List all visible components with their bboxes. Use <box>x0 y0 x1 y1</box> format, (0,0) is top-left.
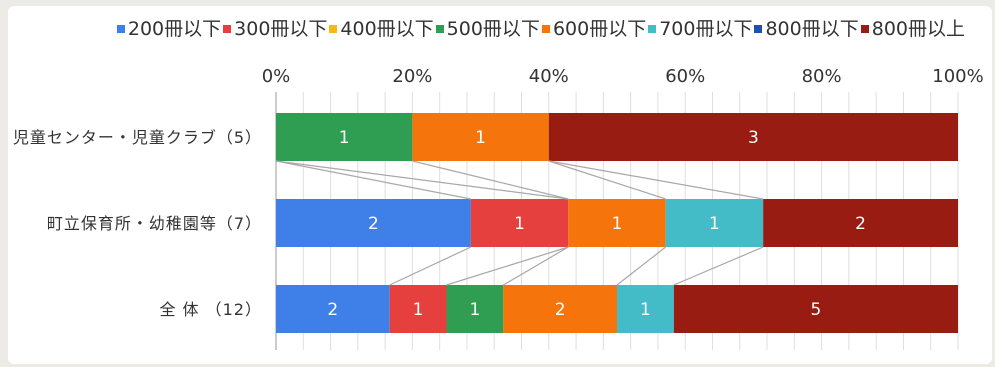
legend-label: 400冊以下 <box>340 18 434 40</box>
category-label: 町立保育所・幼稚園等（7） <box>47 214 262 233</box>
legend-item: 800冊以下 <box>754 14 859 41</box>
series-connector-line <box>275 160 569 200</box>
legend-item: 600冊以下 <box>541 14 647 41</box>
bar-segment <box>412 113 549 161</box>
category-label: 児童センター・児童クラブ（5） <box>13 128 262 147</box>
legend-swatch <box>116 24 125 33</box>
series-connector-line <box>275 160 471 200</box>
x-tick-label: 20% <box>392 66 432 87</box>
series-connector-line <box>389 246 472 286</box>
legend-item: 400冊以下 <box>329 14 434 41</box>
bar-segment <box>665 199 764 247</box>
legend-label: 700冊以下 <box>659 18 753 40</box>
series-connector-line <box>673 246 764 286</box>
x-tick-label: 80% <box>802 66 842 87</box>
bar-segment <box>763 199 958 247</box>
data-label: 3 <box>748 128 759 148</box>
data-label: 2 <box>555 300 566 320</box>
data-label: 1 <box>514 214 525 234</box>
legend-label: 500冊以下 <box>446 18 540 40</box>
series-connector-line <box>616 246 667 286</box>
legend-item: 500冊以下 <box>435 14 540 41</box>
legend-swatch <box>754 24 763 33</box>
data-label: 1 <box>413 300 424 320</box>
data-label: 2 <box>855 214 866 234</box>
bar-segment <box>548 113 958 161</box>
data-label: 1 <box>640 300 651 320</box>
data-label: 1 <box>339 128 350 148</box>
legend-swatch <box>541 24 550 33</box>
series-connector-line <box>548 160 764 200</box>
x-tick-label: 40% <box>529 66 569 87</box>
data-label: 1 <box>709 214 720 234</box>
series-connector-line <box>503 246 569 286</box>
data-label: 1 <box>470 300 481 320</box>
x-tick-label: 100% <box>932 66 983 87</box>
legend-swatch <box>435 24 444 33</box>
data-label: 1 <box>612 214 623 234</box>
bar-segment <box>276 199 471 247</box>
category-label: 全 体 （12） <box>159 300 262 319</box>
legend-item: 700冊以下 <box>648 14 752 41</box>
bar-segment <box>503 285 617 333</box>
x-tick-label: 0% <box>262 66 291 87</box>
series-connector-line <box>548 160 666 200</box>
bar-segment <box>276 285 390 333</box>
series-connector-line <box>446 246 569 286</box>
legend-label: 800冊以上 <box>871 18 965 40</box>
bar-segment <box>470 199 569 247</box>
legend-swatch <box>223 24 232 33</box>
legend-item: 300冊以下 <box>223 14 327 41</box>
legend-label: 800冊以下 <box>765 18 859 40</box>
series-connector-line <box>412 160 569 200</box>
data-label: 2 <box>368 214 379 234</box>
x-tick-label: 60% <box>665 66 705 87</box>
data-label: 2 <box>327 300 338 320</box>
data-label: 5 <box>811 300 822 320</box>
legend-swatch <box>648 24 657 33</box>
bar-segment <box>568 199 666 247</box>
bar-segment <box>276 113 413 161</box>
bar-segment <box>673 285 958 333</box>
legend-swatch <box>329 24 338 33</box>
legend-swatch <box>860 24 869 33</box>
legend-item: 800冊以上 <box>860 14 965 41</box>
legend-label: 200冊以下 <box>127 18 222 40</box>
bar-segment <box>446 285 504 333</box>
legend: 200冊以下 300冊以下 400冊以下 500冊以下 600冊以下 700冊以下 800冊… <box>0 14 995 41</box>
legend-label: 300冊以下 <box>234 18 328 40</box>
legend-label: 600冊以下 <box>552 18 647 40</box>
bar-segment <box>389 285 447 333</box>
legend-item: 200冊以下 <box>116 14 222 41</box>
data-label: 1 <box>475 128 486 148</box>
bar-segment <box>617 285 674 333</box>
